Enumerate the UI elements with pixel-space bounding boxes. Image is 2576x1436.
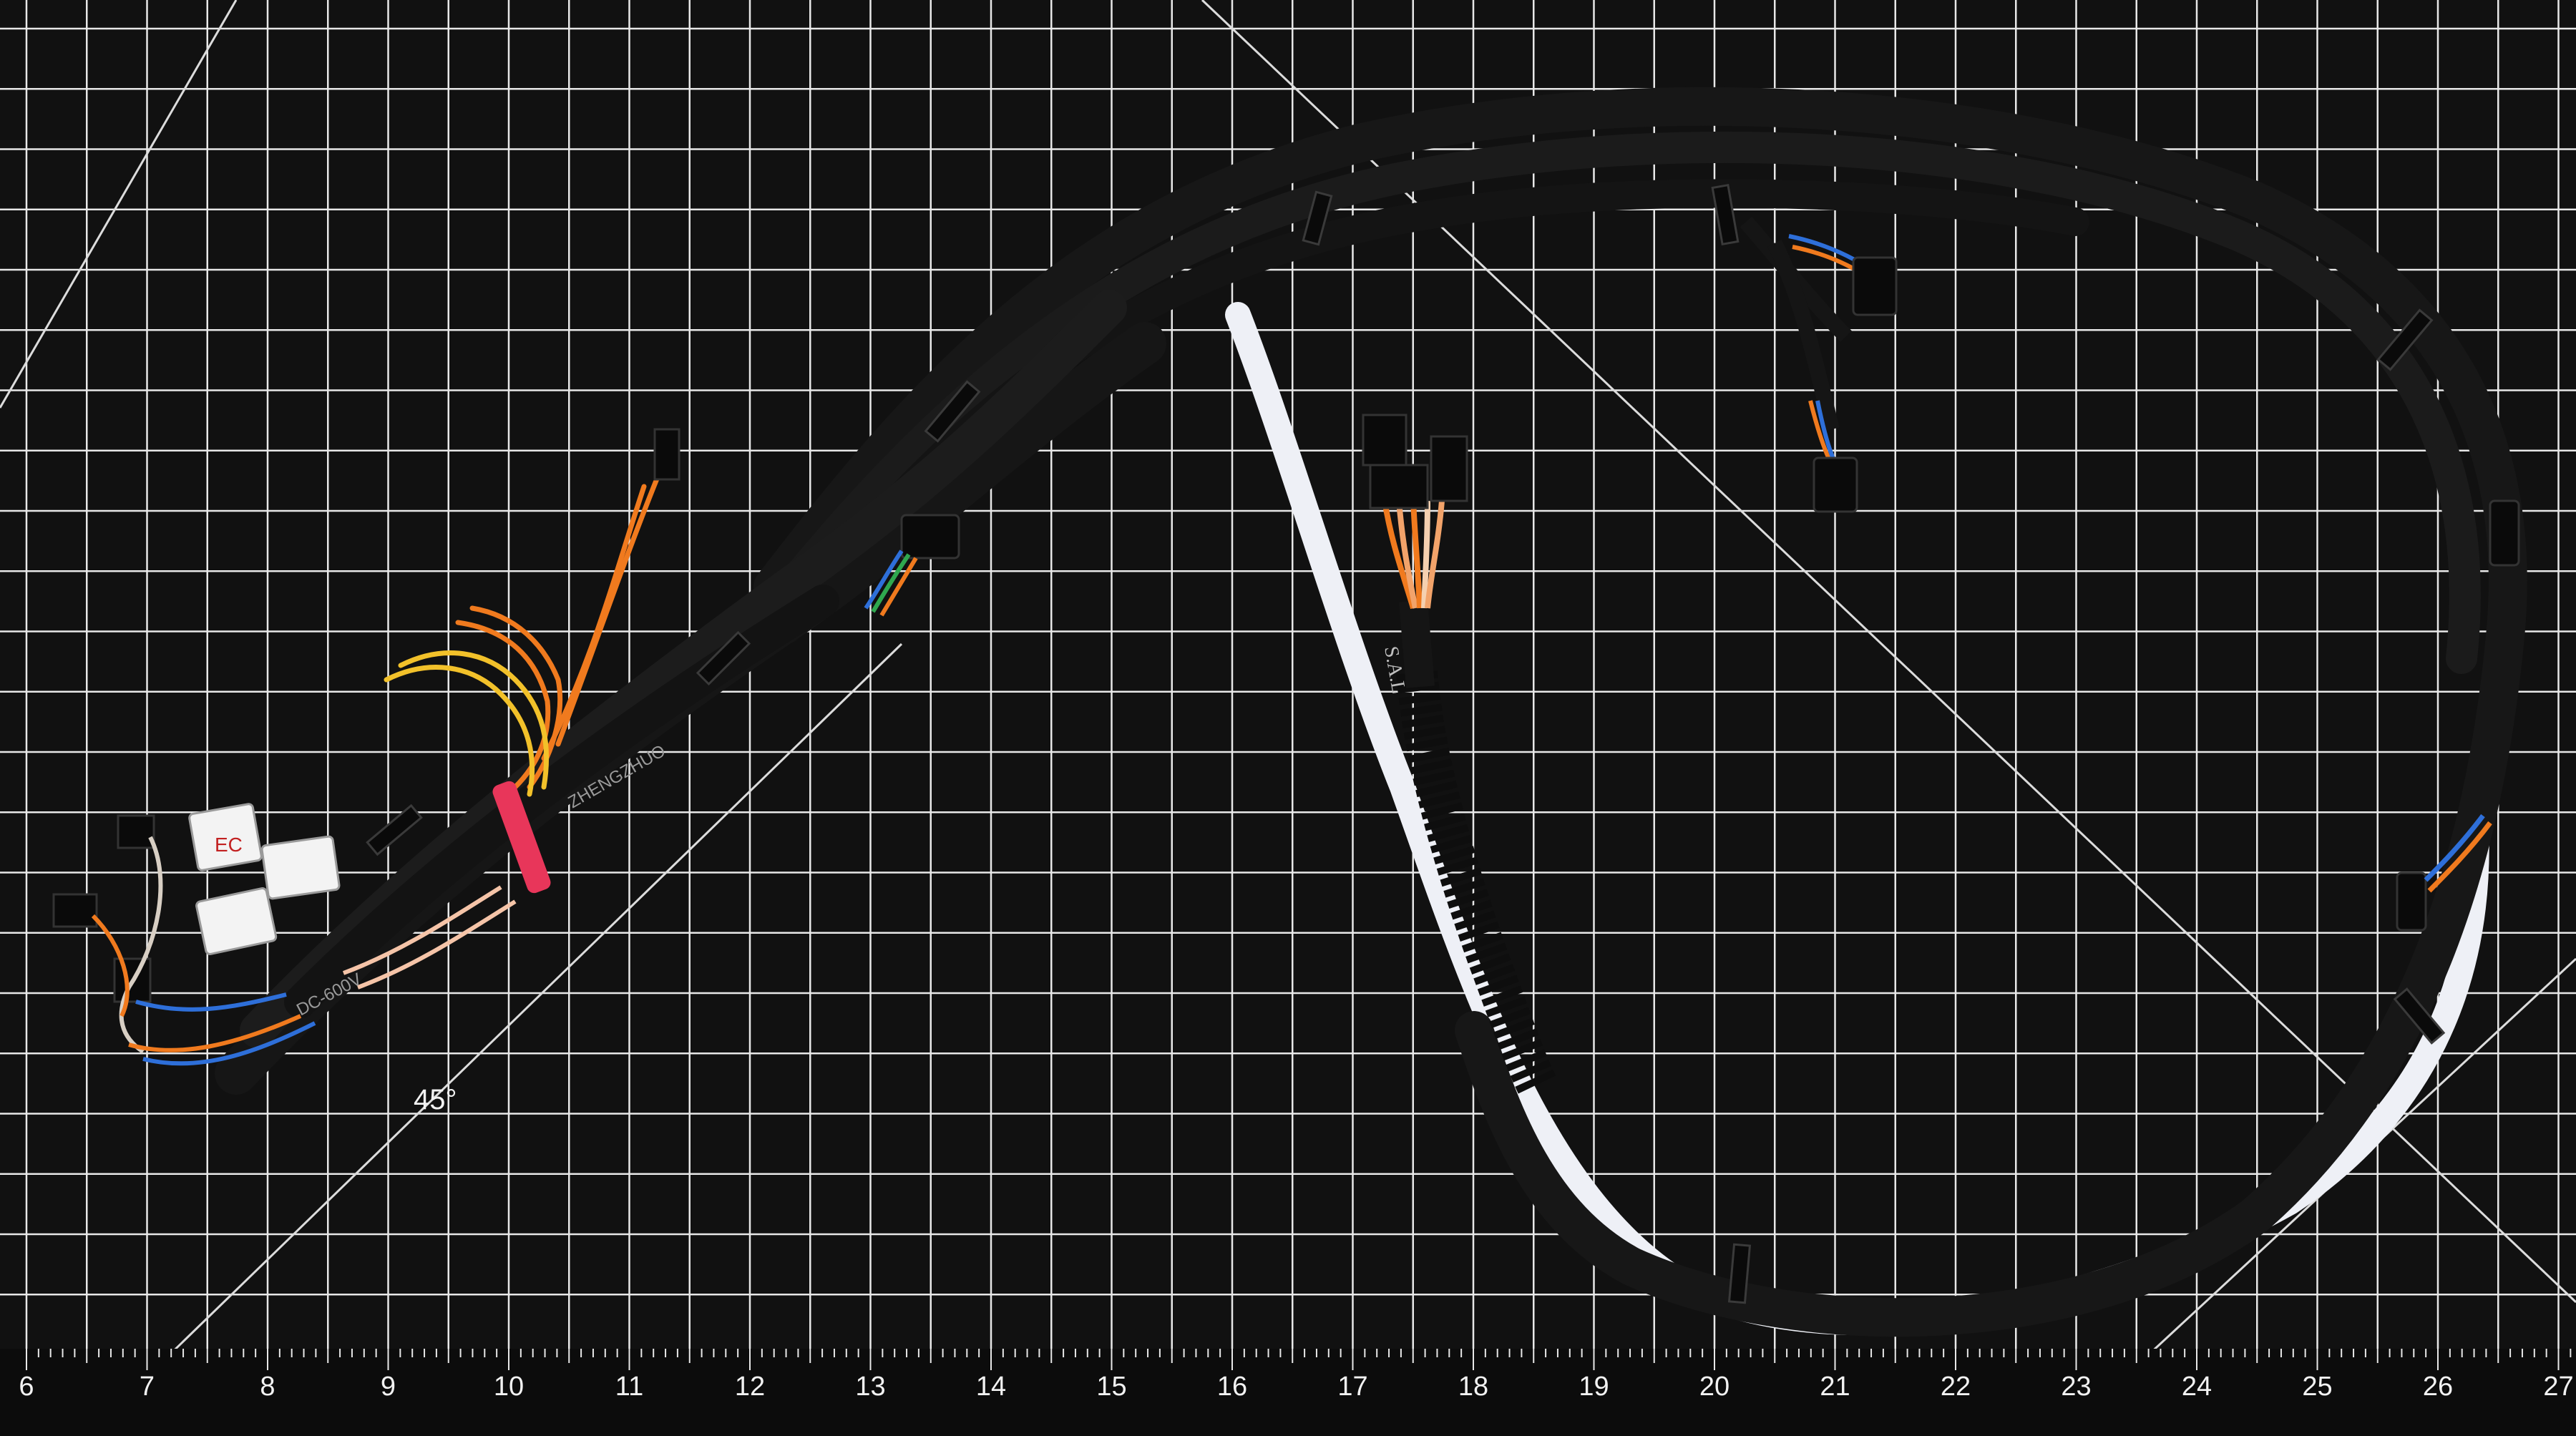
ruler-number: 21 bbox=[1820, 1372, 1850, 1402]
zip-tie-8 bbox=[366, 804, 423, 856]
ruler-number: 9 bbox=[381, 1372, 396, 1402]
ruler-number: 18 bbox=[1458, 1372, 1488, 1402]
center-connector-wires bbox=[1382, 500, 1445, 610]
zip-tie-2 bbox=[1302, 190, 1333, 246]
corrugated-sleeve bbox=[1396, 670, 1558, 1097]
ruler-number: 24 bbox=[2182, 1372, 2212, 1402]
black-connector-2 bbox=[52, 893, 98, 928]
black-connector-1 bbox=[117, 814, 155, 849]
ruler-number: 26 bbox=[2423, 1372, 2453, 1402]
ruler-number: 27 bbox=[2543, 1372, 2573, 1402]
ruler-number: 20 bbox=[1699, 1372, 1729, 1402]
right-connector-2 bbox=[1813, 456, 1858, 513]
angle-label: 45° bbox=[414, 1084, 457, 1115]
ruler-number: 8 bbox=[260, 1372, 275, 1402]
zip-tie-3 bbox=[1711, 183, 1740, 246]
ruler-number: 13 bbox=[855, 1372, 885, 1402]
ruler-number: 11 bbox=[615, 1372, 643, 1402]
pink-cable-tie bbox=[492, 781, 551, 894]
ruler-number: 6 bbox=[19, 1372, 34, 1402]
white-connector-2 bbox=[260, 835, 341, 900]
zip-tie-5 bbox=[2393, 987, 2446, 1045]
loop-connector-right-2 bbox=[2396, 871, 2427, 932]
dupont-connector-top bbox=[653, 428, 680, 481]
ruler-number: 19 bbox=[1579, 1372, 1609, 1402]
center-connector-top bbox=[1362, 414, 1407, 467]
loose-wires bbox=[384, 455, 668, 797]
zip-tie-4 bbox=[2376, 308, 2434, 371]
zip-tie-7 bbox=[696, 630, 751, 686]
zip-tie-1 bbox=[924, 380, 981, 443]
ruler-ticks bbox=[26, 1349, 2572, 1370]
center-connector-mid bbox=[1369, 464, 1429, 509]
orange-wire-1 bbox=[555, 455, 668, 747]
ruler-number: 22 bbox=[1941, 1372, 1971, 1402]
zip-ties bbox=[366, 183, 2446, 1304]
ruler-band bbox=[0, 1349, 2576, 1436]
ruler-number: 7 bbox=[140, 1372, 155, 1402]
ruler-number: 16 bbox=[1217, 1372, 1247, 1402]
yellow-wire-1 bbox=[398, 650, 550, 790]
loop-connector-right-1 bbox=[2489, 499, 2520, 567]
ruler-number: 12 bbox=[735, 1372, 765, 1402]
trunk-connector-mid bbox=[900, 514, 960, 560]
ruler-number: 10 bbox=[494, 1372, 524, 1402]
white-connector-1 bbox=[188, 803, 263, 871]
center-branch-cable bbox=[1399, 600, 1435, 688]
zip-tie-6 bbox=[1727, 1243, 1752, 1304]
left-cluster-wires bbox=[91, 836, 517, 1066]
center-connector-side bbox=[1430, 435, 1468, 502]
ruler-number: 23 bbox=[2061, 1372, 2091, 1402]
ruler-numbers: 6 7 8 9 10 11 12 13 14 15 16 17 18 19 20 21 22 23 24 25 26 27 bbox=[19, 1372, 2573, 1402]
yellow-wire-2 bbox=[384, 665, 535, 797]
left-connector-cluster: EC bbox=[52, 803, 341, 1003]
orange-wire-2 bbox=[541, 484, 647, 761]
white-connector-label: EC bbox=[215, 834, 243, 856]
loop-wire-orange bbox=[2427, 821, 2492, 893]
ruler-number: 15 bbox=[1096, 1372, 1126, 1402]
cable-loop-2 bbox=[728, 131, 2481, 674]
loop-wire-blue bbox=[2424, 814, 2485, 882]
ruler-number: 14 bbox=[976, 1372, 1006, 1402]
ruler-number: 25 bbox=[2302, 1372, 2332, 1402]
right-connector-1 bbox=[1852, 256, 1898, 316]
ruler-number: 17 bbox=[1337, 1372, 1367, 1402]
white-connector-3 bbox=[195, 887, 278, 955]
trunk-connector-wires bbox=[864, 550, 918, 617]
